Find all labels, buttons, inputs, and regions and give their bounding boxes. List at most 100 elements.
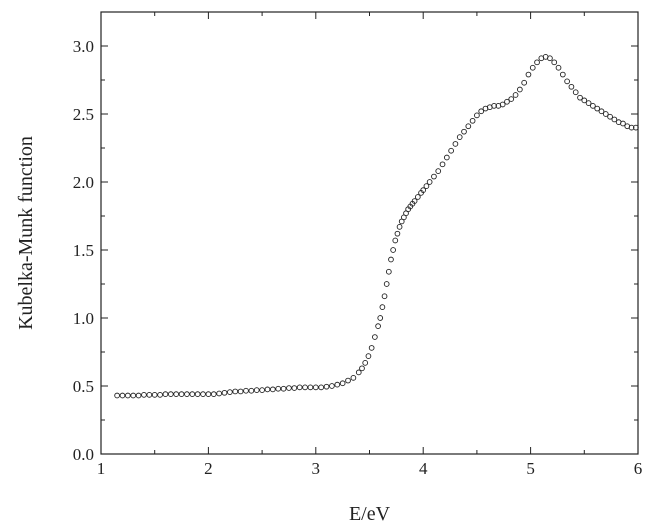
data-point [491, 102, 497, 109]
x-axis-title: E/eV [349, 503, 391, 525]
data-point [469, 117, 476, 124]
data-point [602, 111, 609, 117]
data-point [368, 345, 375, 351]
data-point [555, 64, 562, 71]
data-point [339, 380, 346, 387]
data-point [194, 391, 201, 398]
data-point [237, 388, 244, 395]
data-point [512, 92, 519, 98]
y-tick-label: 0.5 [73, 377, 94, 396]
data-point [253, 387, 260, 393]
data-point [521, 79, 528, 86]
y-tick-label: 2.0 [73, 173, 94, 192]
data-point [381, 293, 388, 300]
data-point [420, 187, 427, 194]
data-point [478, 108, 485, 115]
data-point [443, 154, 450, 161]
data-point [426, 179, 433, 185]
data-point [620, 120, 626, 127]
data-point [474, 112, 480, 119]
data-point [383, 281, 390, 287]
data-point [157, 391, 163, 398]
data-point [184, 391, 190, 398]
data-point [394, 230, 401, 237]
data-point [559, 71, 566, 78]
data-point [375, 323, 381, 330]
data-point [452, 141, 459, 147]
data-point [323, 383, 330, 390]
data-point [210, 391, 217, 398]
data-point [243, 387, 249, 394]
data-point [312, 384, 319, 391]
data-point [334, 381, 341, 388]
data-point [355, 369, 362, 376]
data-point [350, 374, 357, 381]
data-point [390, 247, 396, 253]
data-point [411, 198, 418, 204]
data-point [423, 183, 430, 189]
data-point [359, 365, 365, 372]
data-point [377, 315, 384, 321]
data-point [598, 108, 605, 115]
data-point [577, 94, 583, 101]
data-point [178, 391, 185, 398]
data-point [329, 383, 335, 389]
data-point [396, 224, 403, 230]
data-point [275, 385, 282, 392]
x-tick-label: 3 [312, 459, 321, 478]
data-point [392, 237, 399, 244]
data-point [362, 360, 369, 366]
data-point [564, 78, 570, 85]
x-tick-label: 2 [204, 459, 213, 478]
data-point [130, 392, 137, 399]
data-point [269, 386, 276, 393]
data-point [318, 384, 325, 391]
data-point [585, 100, 592, 106]
data-point [167, 391, 174, 398]
data-point [517, 86, 523, 93]
x-axis: 1 2 3 4 5 6 [97, 12, 642, 478]
data-point [216, 390, 222, 397]
data-point [372, 334, 378, 340]
data-point [114, 392, 120, 399]
y-tick-label: 1.0 [73, 309, 94, 328]
data-point [385, 268, 392, 275]
data-point [124, 392, 131, 399]
data-point [205, 391, 212, 398]
data-point [456, 134, 463, 140]
data-point [302, 384, 308, 391]
data-point [628, 124, 635, 131]
data-point [221, 389, 228, 396]
data-point [248, 387, 255, 394]
y-tick-label: 0.0 [73, 445, 94, 464]
data-point [504, 98, 510, 105]
data-point [151, 391, 158, 398]
data-point [307, 384, 314, 391]
data-series [114, 54, 639, 399]
y-axis-title: Kubelka-Munk function [15, 136, 37, 330]
x-tick-label: 1 [97, 459, 106, 478]
data-point [296, 384, 303, 391]
plot-frame [100, 11, 639, 455]
data-point [572, 89, 579, 96]
data-point [232, 388, 239, 395]
data-point [590, 102, 596, 109]
y-tick-label: 3.0 [73, 37, 94, 56]
data-point [345, 377, 351, 384]
data-point [173, 391, 180, 398]
data-point [259, 387, 265, 393]
data-point [379, 304, 386, 310]
data-point [162, 391, 169, 398]
data-point [388, 256, 394, 263]
data-point [534, 59, 540, 66]
data-point [611, 116, 618, 123]
data-point [529, 64, 536, 71]
y-axis: 0.0 0.5 1.0 1.5 2.0 2.5 3.0 [73, 37, 638, 464]
data-point [439, 161, 446, 168]
data-point [499, 101, 506, 108]
x-tick-label: 4 [419, 459, 428, 478]
data-point [581, 97, 588, 104]
data-point [607, 113, 613, 120]
data-point [119, 392, 126, 399]
data-point [189, 391, 196, 398]
